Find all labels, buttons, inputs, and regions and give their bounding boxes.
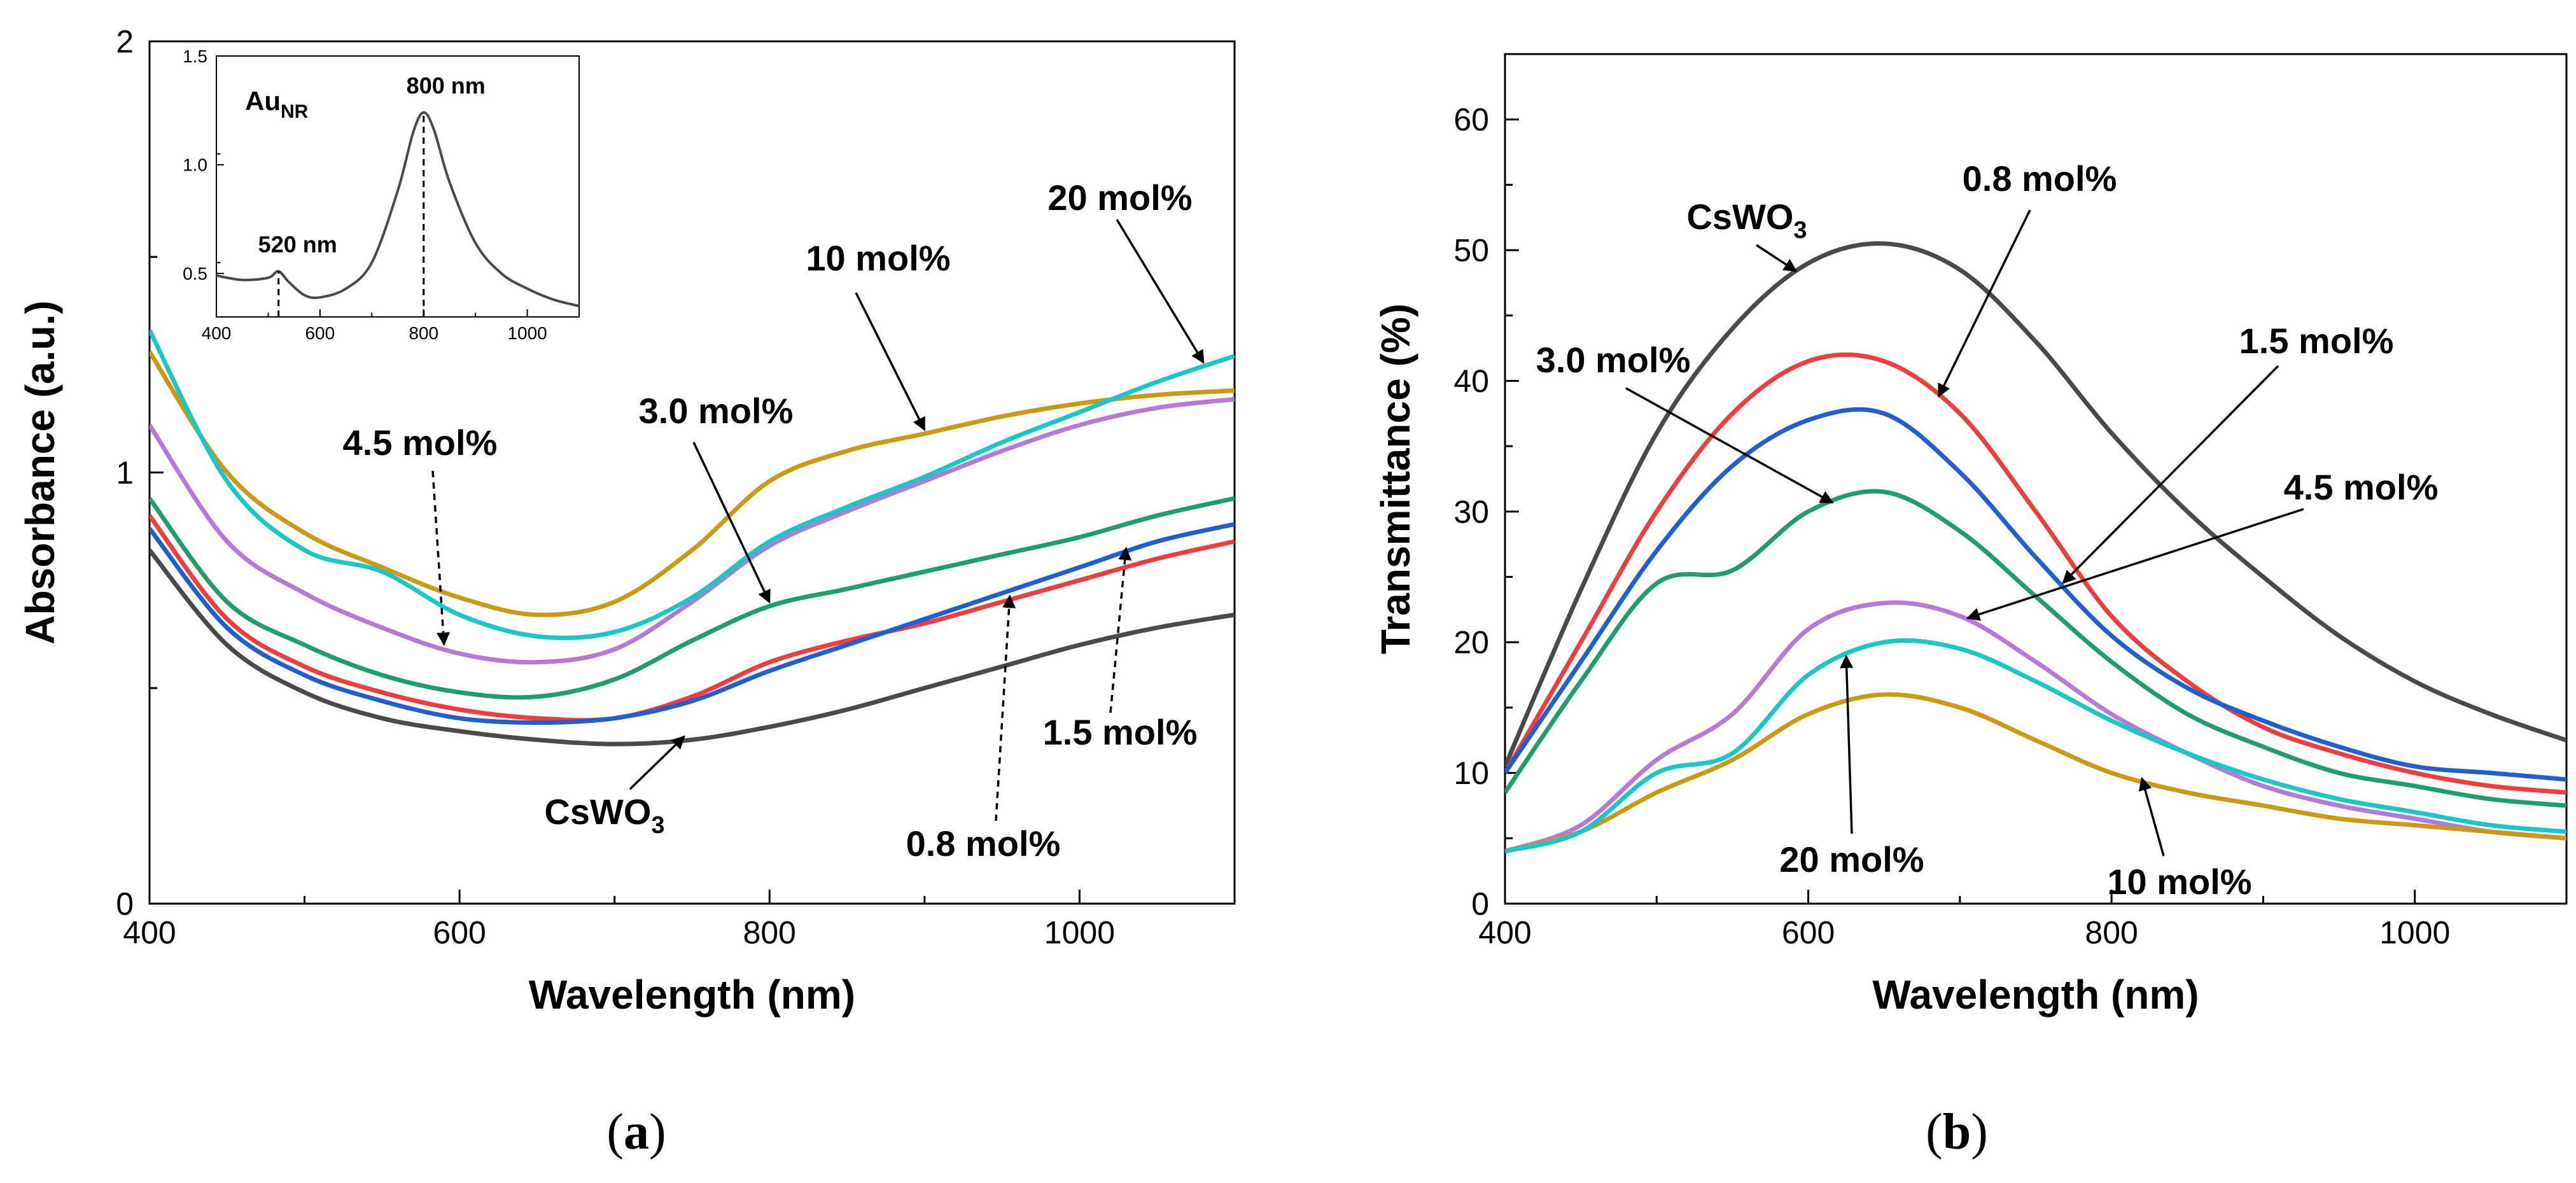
panel-b-transmittance-chart: 400 600 800 1000 0 10 20 30 40 50 60 Wavelength (nm… (1373, 53, 2568, 1018)
panel-b-ytick-label: 0 (1471, 886, 1489, 922)
panel-a-ylabel: Absorbance (a.u.) (17, 300, 63, 645)
panel-b-xlabel: Wavelength (nm) (1872, 972, 2199, 1018)
panel-a-annotation-label: 4.5 mol% (343, 423, 498, 463)
panel-a-annotation-0-8-mol: 0.8 mol% (906, 594, 1061, 864)
panel-b-annotation-10-mol: 10 mol% (2107, 776, 2252, 902)
panel-a-xtick-label: 800 (743, 915, 796, 951)
panel-a-annotation-label: 3.0 mol% (639, 391, 794, 431)
panel-b-annotation-arrow (1625, 387, 1834, 504)
inset-aunr-chart: 400 600 800 1000 0.5 1.0 1.5 520 nm 800 nm AuNR (183, 46, 580, 343)
panel-b-annotation-arrow (1966, 508, 2304, 621)
panel-a-annotation-cswo3: CsWO3 (544, 735, 685, 839)
panel-a-annotation-1-5-mol: 1.5 mol% (1043, 547, 1198, 752)
panel-a-ytick-label: 1 (116, 455, 134, 491)
panel-b-annotation-0-8-mol: 0.8 mol% (1937, 158, 2117, 398)
panel-a-xtick-label: 600 (433, 915, 486, 951)
panel-a-annotation-20-mol: 20 mol% (1047, 178, 1205, 364)
panel-a-absorbance-chart: 400 600 800 1000 0 1 2 Wavelength (nm) Absorbanc… (17, 24, 1236, 1018)
panel-b-plot-frame (1504, 53, 2568, 905)
inset-xtick-label: 800 (409, 323, 438, 343)
panel-b-annotation-arrow (2062, 365, 2279, 584)
panel-a-label: (a) (606, 1104, 666, 1160)
panel-b-series-0-8-mol (1505, 352, 2566, 795)
inset-marker-label-520: 520 nm (258, 231, 337, 257)
inset-ytick-label: 1.0 (183, 155, 207, 175)
panel-b-ylabel: Transmittance (%) (1373, 304, 1418, 654)
panel-a-series-0-8-mol (150, 514, 1235, 723)
panel-a-series-cswo3 (150, 549, 1235, 746)
panel-b-annotation-label: 1.5 mol% (2239, 321, 2394, 361)
panel-b-ytick-label: 20 (1453, 625, 1489, 661)
panel-a-annotation-label: 0.8 mol% (906, 823, 1061, 864)
panel-a-series-group (150, 329, 1235, 746)
inset-xtick-label: 1000 (507, 323, 547, 343)
panel-a-series-4-5-mol (150, 396, 1235, 665)
panel-a-series-1-5-mol (150, 522, 1235, 725)
inset-plot-frame (216, 55, 580, 318)
panel-b-ytick-label: 10 (1453, 755, 1489, 791)
panel-b-xtick-label: 1000 (2379, 915, 2450, 951)
inset-label-aunr: AuNR (245, 86, 309, 122)
panel-b-annotation-label: 3.0 mol% (1536, 340, 1691, 380)
panel-a-annotation-label: 20 mol% (1047, 178, 1192, 218)
panel-b-xtick-label: 600 (1782, 915, 1835, 951)
panel-a-annotation-arrow (855, 292, 926, 431)
panel-b-annotation-label: 4.5 mol% (2284, 467, 2439, 507)
panel-b-annotation-1-5-mol: 1.5 mol% (2062, 321, 2394, 584)
panel-b-annotation-4-5-mol: 4.5 mol% (1966, 467, 2439, 621)
panel-b-label: (b) (1926, 1104, 1988, 1160)
panel-b-annotation-cswo3: CsWO3 (1686, 197, 1807, 272)
panel-a-annotation-10-mol: 10 mol% (806, 238, 951, 431)
panel-a-annotation-arrow (629, 735, 685, 790)
panel-a-annotation-arrow (431, 470, 451, 647)
panel-b-ytick-label: 50 (1453, 233, 1489, 269)
panel-a-annotation-arrow (1116, 219, 1205, 364)
panel-b-annotation-arrow (1937, 209, 2031, 398)
panel-b-annotation-arrow (1756, 244, 1798, 272)
panel-b-ytick-label: 40 (1453, 363, 1489, 399)
panel-b-annotation-label: 10 mol% (2107, 862, 2251, 902)
panel-a-annotation-4-5-mol: 4.5 mol% (343, 423, 498, 647)
panel-b-series-cswo3 (1505, 241, 2566, 767)
panel-b-ytick-label: 30 (1453, 494, 1489, 529)
inset-xtick-label: 400 (202, 323, 232, 343)
panel-a-series-10-mol (150, 350, 1235, 617)
panel-b-series-3-0-mol (1505, 489, 2566, 808)
panel-a-ytick-label: 0 (116, 886, 134, 922)
panel-a-xtick-label: 1000 (1044, 915, 1115, 951)
panel-b-xtick-label: 800 (2085, 915, 2138, 951)
panel-b-xtick-label: 400 (1478, 915, 1531, 951)
panel-b-series-20-mol (1505, 638, 2566, 854)
panel-a-xlabel: Wavelength (nm) (529, 972, 855, 1018)
panel-b-annotation-arrow (1840, 654, 1854, 834)
panel-a-annotation-label: CsWO3 (544, 792, 664, 839)
panel-a-xtick-label: 400 (123, 915, 176, 951)
panel-b-series-4-5-mol (1505, 600, 2566, 854)
panel-b-series-1-5-mol (1505, 407, 2566, 782)
panel-b-annotation-label: CsWO3 (1686, 197, 1807, 244)
panel-b-annotation-label: 0.8 mol% (1963, 158, 2117, 199)
panel-a-ytick-label: 2 (116, 24, 134, 60)
panel-a-annotation-arrow (692, 442, 771, 604)
inset-ytick-label: 1.5 (183, 46, 207, 66)
panel-a-annotation-3-0-mol: 3.0 mol% (639, 391, 794, 604)
panel-b-annotation-label: 20 mol% (1779, 839, 1924, 879)
panel-b-series-group (1505, 241, 2566, 854)
panel-b-annotation-3-0-mol: 3.0 mol% (1536, 340, 1834, 504)
panel-b-series-10-mol (1505, 692, 2566, 854)
inset-xtick-label: 600 (305, 323, 335, 343)
panel-b-annotation-arrow (2138, 776, 2165, 857)
inset-background (216, 56, 579, 317)
panel-a-annotation-label: 10 mol% (806, 238, 950, 278)
panel-a-annotation-label: 1.5 mol% (1043, 712, 1198, 752)
panel-b-ytick-label: 60 (1453, 102, 1489, 137)
panel-a-annotation-arrow (995, 594, 1016, 822)
panel-b-annotation-20-mol: 20 mol% (1779, 654, 1924, 879)
panel-a-series-20-mol (150, 329, 1235, 640)
inset-marker-label-800: 800 nm (407, 73, 486, 99)
panel-a-series-3-0-mol (150, 496, 1235, 700)
panel-a-annotation-arrow (1109, 547, 1132, 713)
inset-ytick-label: 0.5 (183, 263, 207, 283)
